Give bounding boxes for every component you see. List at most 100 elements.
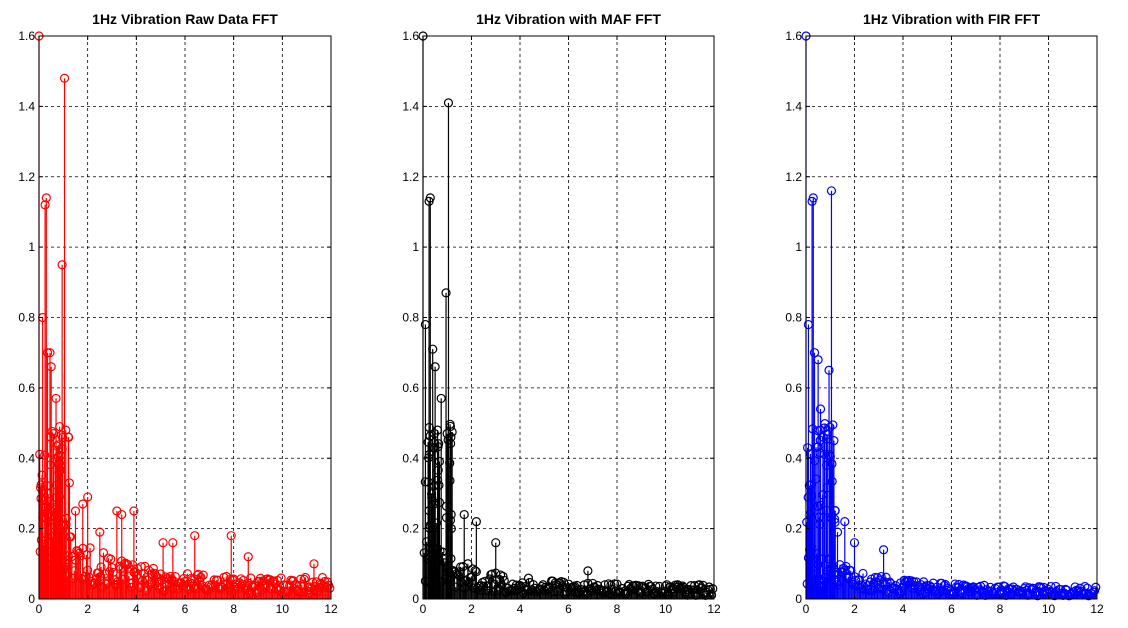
y-tick-label: 1.6 [402,29,419,43]
stem-marker [1091,582,1101,592]
x-tick-label: 12 [707,602,721,616]
y-tick-label: 0 [412,592,419,606]
y-tick-label: 1.4 [18,99,35,113]
stem-marker [246,573,256,583]
y-tick-label: 0.2 [785,522,802,536]
y-tick-label: 1.4 [402,99,419,113]
stem-marker [42,348,53,358]
stem-marker [815,404,826,414]
y-tick-label: 0.8 [18,311,35,325]
x-tick-label: 8 [230,602,237,616]
stem-marker [485,574,495,584]
stem-marker [858,568,868,579]
y-tick-label: 1 [28,240,35,254]
stem-marker [446,432,456,442]
stem-marker [605,589,615,599]
stem-marker [321,582,331,593]
x-tick-label: 4 [133,602,140,616]
stem-marker [470,566,480,576]
stem-marker [73,546,83,557]
stem-marker [876,571,886,582]
stem-marker [83,492,93,502]
stem-marker [1072,586,1083,596]
stem-marker [840,516,850,527]
stem-marker [78,499,88,509]
stem-marker [443,98,454,108]
y-tick-label: 0.6 [785,381,802,395]
stem-marker [61,425,71,435]
stem-marker [1074,588,1084,598]
stem-marker [459,509,469,520]
stem-marker [117,509,127,520]
stem-marker [824,365,834,375]
stem-marker [499,575,509,586]
stem-marker [57,260,67,270]
x-tick-label: 0 [420,602,427,616]
stem-marker [198,570,208,580]
stem-marker [441,288,451,298]
y-tick-label: 1.4 [785,99,802,113]
stem-marker [822,460,832,470]
stem-marker [436,393,446,404]
stem-marker [583,566,593,576]
y-tick-label: 1.2 [18,170,35,184]
stem-marker [300,572,311,583]
x-tick-label: 8 [997,602,1004,616]
stem-marker [878,545,889,555]
stem-marker [196,572,206,582]
stem-marker [1046,581,1056,592]
stem-marker [829,436,839,446]
stem-marker [226,531,236,541]
chart-title: 1Hz Vibration with FIR FFT [863,11,1041,27]
chart-panel-fir: 0 2 4 6 8 10 12 0 0.2 0.4 0.6 0.8 1 1.2 1.4 1.6 1Hz Vibr… [785,11,1104,616]
y-tick-label: 1.2 [402,170,419,184]
x-tick-label: 6 [565,602,572,616]
stem-marker [498,571,508,582]
stem-marker [708,584,718,594]
stem-marker [151,571,161,581]
stem-series [801,31,1101,601]
x-tick-label: 12 [324,602,338,616]
chart-panel-maf: 0 2 4 6 8 10 12 0 0.2 0.4 0.6 0.8 1 1.2 1.4 1.6 1Hz Vibr… [402,11,721,616]
stem-marker [325,583,335,593]
x-tick-label: 6 [182,602,189,616]
y-tick-label: 0.4 [18,451,35,465]
stem-marker [827,476,837,486]
stem-marker [51,393,61,404]
stem-marker [491,538,501,548]
stem-marker [158,538,168,548]
x-tick-label: 10 [1042,602,1056,616]
y-tick-label: 1.6 [18,29,35,43]
stem-marker [425,193,435,203]
stem-marker [471,516,481,527]
stem-marker [70,506,81,516]
y-tick-label: 0 [28,592,35,606]
y-tick-label: 0.8 [785,311,802,325]
stem-marker [433,465,443,475]
stem-marker [94,568,104,578]
x-tick-label: 0 [803,602,810,616]
y-tick-label: 1.2 [785,170,802,184]
x-tick-label: 10 [659,602,673,616]
y-tick-label: 0.4 [785,451,802,465]
x-tick-label: 12 [1090,602,1104,616]
x-tick-label: 4 [900,602,907,616]
y-tick-label: 0.6 [18,381,35,395]
stem-marker [428,344,438,354]
stem-marker [849,538,860,548]
y-tick-label: 0.4 [402,451,419,465]
stem-marker [41,193,51,203]
stem-marker [826,186,837,196]
stem-marker [64,478,75,488]
stem-marker [137,576,148,586]
x-tick-label: 6 [948,602,955,616]
stem-marker [515,580,525,591]
chart-title: 1Hz Vibration Raw Data FFT [92,11,278,27]
stem-marker [95,527,105,537]
x-tick-label: 2 [468,602,475,616]
stem-marker [937,578,947,588]
y-tick-label: 0.2 [402,522,419,536]
y-tick-label: 1.6 [785,29,802,43]
y-tick-label: 0 [795,592,802,606]
